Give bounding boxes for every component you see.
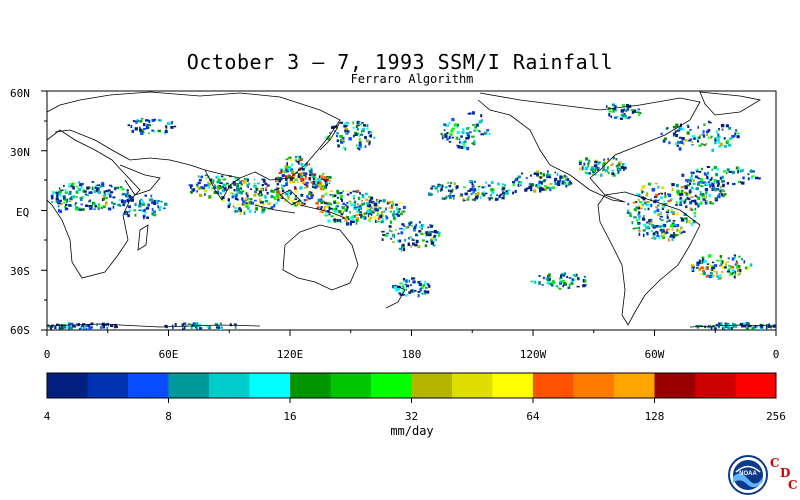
colorbar-label-4: 4 <box>44 410 51 423</box>
lon-label-0-east: 0 <box>773 348 780 361</box>
lon-label-0: 0 <box>44 348 51 361</box>
cdc-letter-c2: C <box>788 478 798 492</box>
map-frame <box>46 90 777 331</box>
colorbar-units: mm/day <box>390 424 434 438</box>
longitude-axis: 0 60E 120E 180 120W 60W 0 <box>44 330 780 361</box>
colorbar-label-8: 8 <box>165 410 172 423</box>
colorbar-swatch <box>87 373 129 398</box>
colorbar-swatch <box>452 373 493 398</box>
colorbar-swatch <box>168 373 210 398</box>
lon-label-180: 180 <box>402 348 422 361</box>
colorbar-swatch <box>47 373 88 398</box>
colorbar-swatch <box>695 373 736 398</box>
lon-label-60e: 60E <box>159 348 179 361</box>
colorbar-swatch <box>573 373 615 398</box>
colorbar-label-128: 128 <box>645 410 665 423</box>
lon-label-120w: 120W <box>520 348 547 361</box>
lon-label-60w: 60W <box>645 348 665 361</box>
lat-label-30s: 30S <box>10 265 30 278</box>
lat-label-60s: 60S <box>10 324 30 337</box>
map-title: October 3 – 7, 1993 SSM/I Rainfall <box>186 50 614 74</box>
latitude-axis: 60N 30N EQ 30S 60S <box>10 87 47 337</box>
coastlines <box>47 91 776 328</box>
colorbar-swatch <box>330 373 372 398</box>
colorbar-label-16: 16 <box>283 410 296 423</box>
colorbar-ticks: 4 8 16 32 64 128 256 <box>44 410 786 423</box>
map-subtitle: Ferraro Algorithm <box>350 72 474 86</box>
lon-label-120e: 120E <box>277 348 304 361</box>
noaa-logo-text: NOAA <box>739 471 757 477</box>
colorbar-swatch <box>128 373 169 398</box>
lat-label-60n: 60N <box>10 87 30 100</box>
lat-label-30n: 30N <box>10 146 30 159</box>
colorbar-label-32: 32 <box>405 410 418 423</box>
colorbar-label-256: 256 <box>766 410 786 423</box>
cdc-letter-d: D <box>780 466 791 480</box>
colorbar-swatch <box>614 373 655 398</box>
lat-label-eq: EQ <box>16 206 29 219</box>
colorbar-swatch <box>249 373 291 398</box>
colorbar-swatch <box>371 373 412 398</box>
colorbar-swatch <box>209 373 250 398</box>
colorbar-swatch <box>290 373 331 398</box>
noaa-logo: NOAA <box>728 455 768 495</box>
colorbar-swatch <box>654 373 696 398</box>
colorbar-swatch <box>735 373 777 398</box>
colorbar-swatch <box>492 373 534 398</box>
colorbar-label-64: 64 <box>526 410 540 423</box>
colorbar <box>46 372 777 403</box>
colorbar-swatch <box>411 373 453 398</box>
colorbar-swatch <box>533 373 574 398</box>
cdc-letter-c1: C <box>770 456 780 470</box>
